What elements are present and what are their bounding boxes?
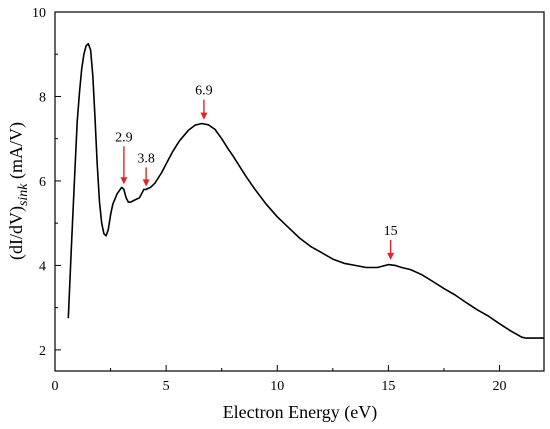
annotation-arrow-head — [200, 112, 208, 120]
x-tick-label: 15 — [381, 379, 395, 394]
x-tick-label: 0 — [52, 379, 59, 394]
y-tick-label: 4 — [39, 259, 46, 274]
x-tick-label: 10 — [270, 379, 284, 394]
y-axis-title-sub: sink — [16, 183, 31, 206]
y-axis-title-unit: (mA/V) — [6, 122, 27, 184]
tick-labels: 0 5 10 15 20 2 4 6 8 10 — [32, 6, 507, 394]
y-tick-label: 8 — [39, 90, 46, 105]
series-line — [67, 42, 544, 339]
annotation-label: 6.9 — [195, 84, 213, 99]
annotation-label: 2.9 — [115, 130, 133, 145]
x-axis-title: Electron Energy (eV) — [223, 402, 378, 423]
x-tick-label: 20 — [493, 379, 507, 394]
annotations: 2.9 3.8 6.9 15 — [115, 84, 398, 260]
axis-ticks — [54, 11, 501, 371]
x-tick-label: 5 — [163, 379, 170, 394]
y-tick-label: 2 — [39, 344, 46, 359]
annotation-arrow-head — [120, 177, 128, 185]
annotation-arrow-head — [142, 179, 150, 187]
plot-frame — [54, 11, 545, 372]
y-axis-title: (dI/dV)sink (mA/V) — [6, 122, 31, 260]
annotation-arrow-head — [387, 252, 395, 260]
annotation-label: 3.8 — [137, 151, 155, 166]
y-tick-label: 10 — [32, 6, 46, 21]
annotation-label: 15 — [384, 224, 398, 239]
y-tick-label: 6 — [39, 175, 46, 190]
y-axis-title-main: (dI/dV) — [6, 206, 27, 260]
